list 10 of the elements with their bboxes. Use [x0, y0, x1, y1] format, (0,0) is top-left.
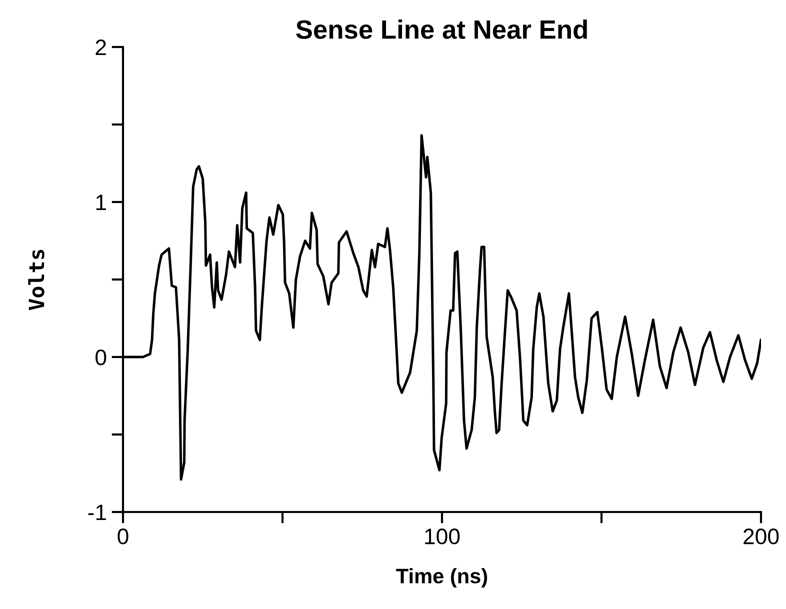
y-tick-label: 2: [96, 40, 106, 56]
chart-title: Sense Line at Near End: [296, 20, 587, 39]
y-axis-title: Volts: [28, 250, 44, 310]
y-tick-label: 0: [96, 350, 106, 366]
x-axis-title: Time (ns): [396, 568, 488, 588]
y-tick-label: -1: [88, 504, 106, 520]
x-tick-label: 100: [425, 528, 460, 544]
y-tick-label: 1: [96, 194, 106, 210]
x-tick-label: 200: [744, 528, 779, 544]
x-tick-label: 0: [118, 528, 128, 544]
